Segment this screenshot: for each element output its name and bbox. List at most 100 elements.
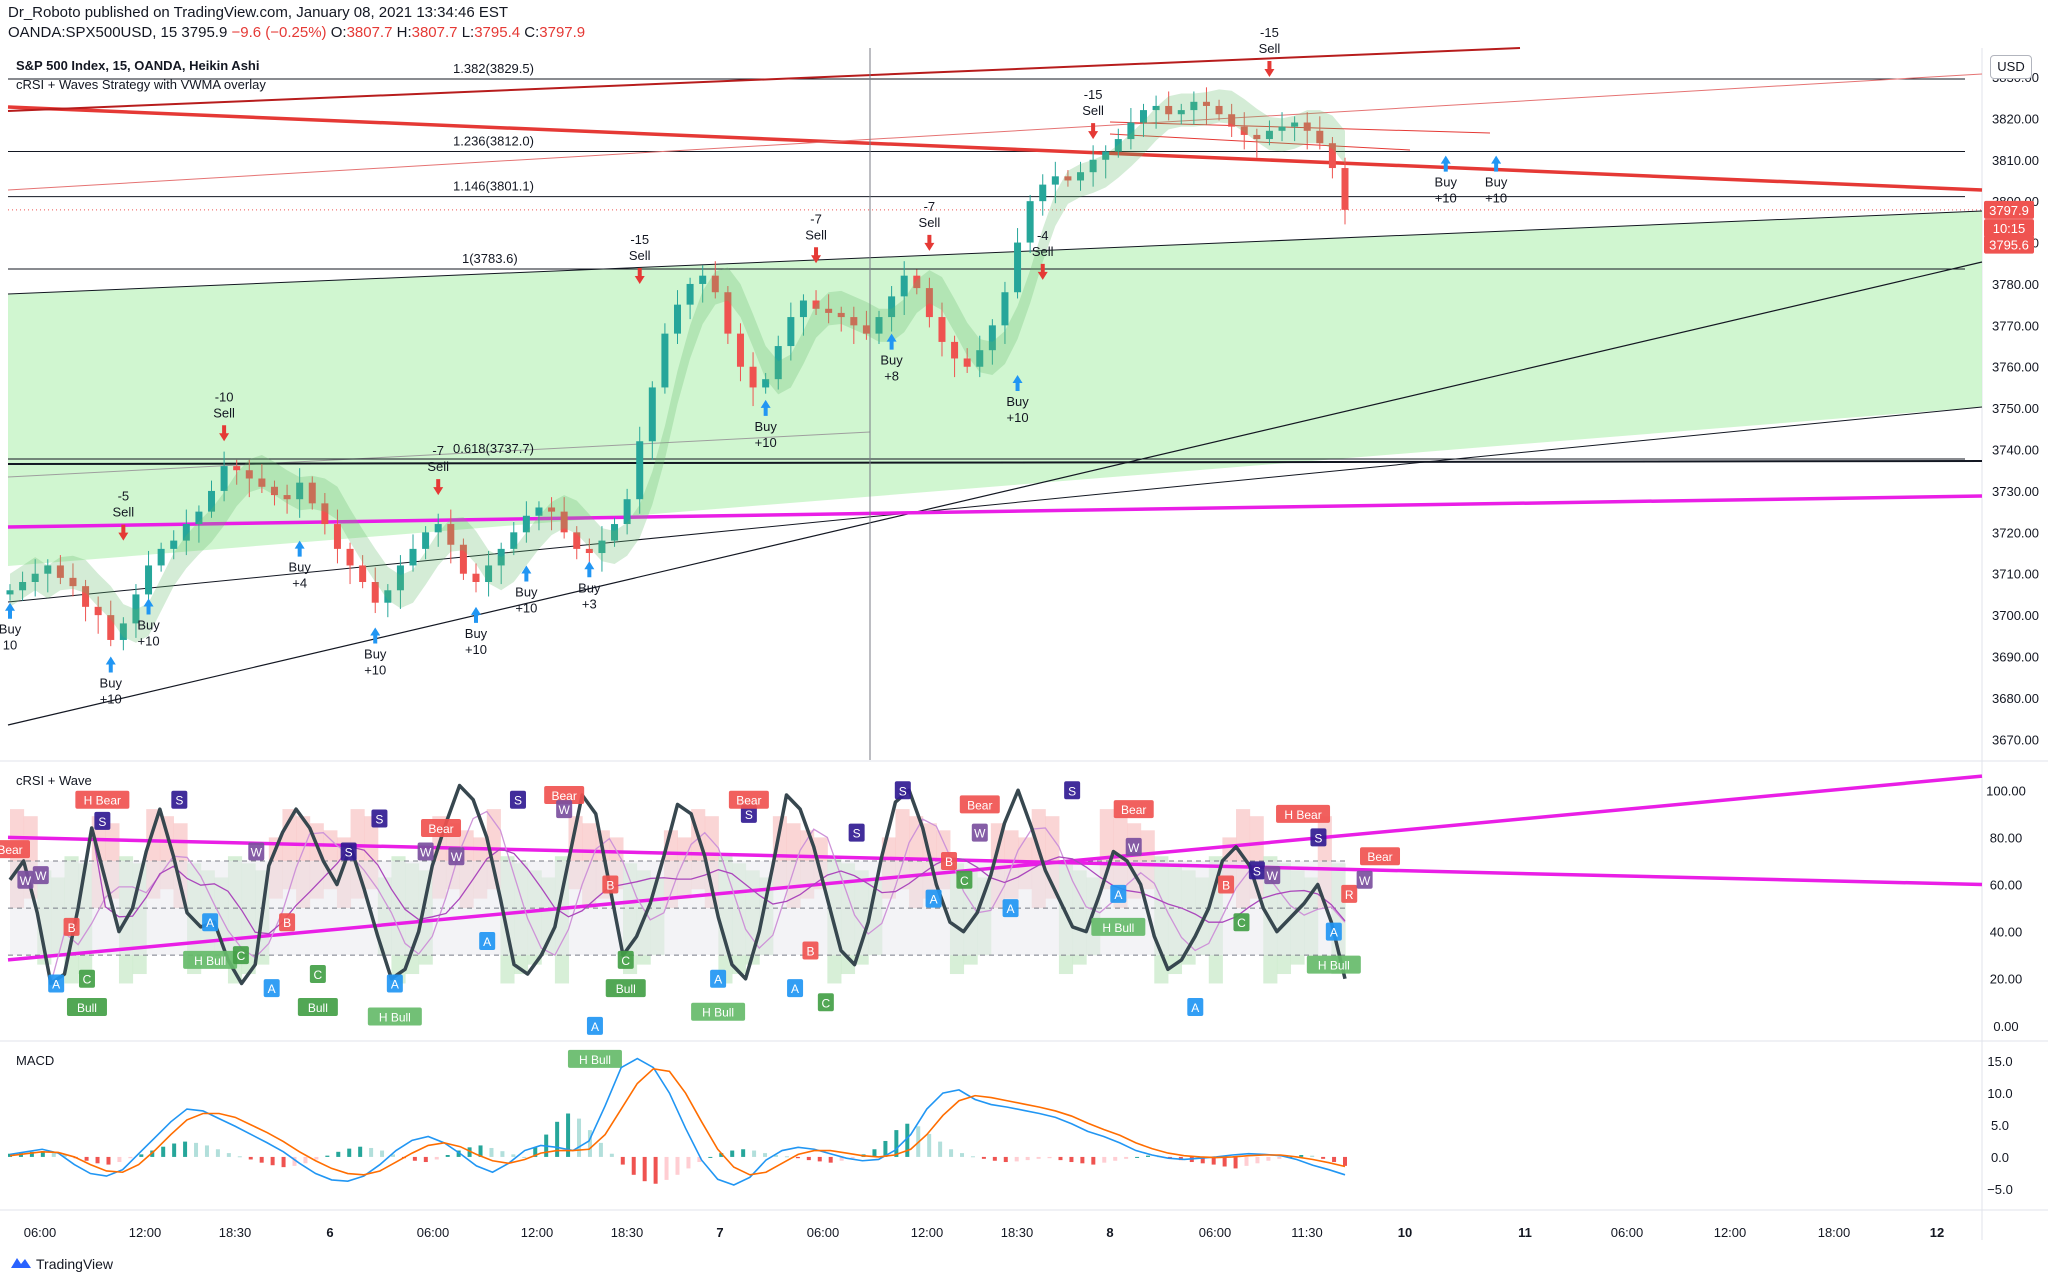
- candle-body: [308, 482, 316, 504]
- macd-histogram-bar: [577, 1118, 582, 1157]
- macd-histogram-bar: [456, 1150, 461, 1157]
- macd-histogram-bar: [905, 1123, 910, 1157]
- macd-histogram-bar: [587, 1130, 592, 1157]
- signal-marker-box: [959, 795, 1000, 814]
- buy-label: Buy: [515, 584, 538, 599]
- macd-histogram-bar: [1343, 1156, 1347, 1166]
- macd-histogram-bar: [719, 1153, 724, 1157]
- candle-body: [648, 387, 656, 442]
- price-axis-tick: 3760.00: [1992, 360, 2039, 375]
- buy-arrow-icon: [470, 606, 481, 623]
- signal-marker-label: B: [606, 879, 614, 893]
- macd-histogram-bar: [763, 1153, 768, 1157]
- signal-marker-box: [232, 946, 249, 965]
- macd-histogram-bar: [40, 1151, 45, 1157]
- macd-histogram-bar: [642, 1156, 647, 1182]
- main-pane-title[interactable]: S&P 500 Index, 15, OANDA, Heikin Ashi: [16, 58, 260, 73]
- sell-value: -15: [630, 232, 649, 247]
- macd-histogram-bar: [489, 1147, 494, 1157]
- buy-arrow-icon: [143, 598, 154, 615]
- macd-histogram-bar: [183, 1141, 188, 1157]
- macd-histogram-bar: [434, 1156, 439, 1160]
- macd-histogram-bar: [1003, 1156, 1008, 1163]
- macd-histogram-bar: [1058, 1156, 1063, 1161]
- candle-body: [396, 565, 404, 591]
- signal-marker-box: [1091, 917, 1146, 936]
- buy-arrow-icon: [584, 561, 595, 578]
- candle-body: [988, 325, 996, 351]
- signal-marker-label: C: [621, 954, 630, 968]
- macd-histogram-bar: [631, 1156, 636, 1175]
- macd-histogram-bar: [1135, 1156, 1140, 1158]
- signal-marker-box: [956, 870, 973, 889]
- price-axis-tick: 3780.00: [1992, 277, 2039, 292]
- resistance-thick: [7, 105, 1983, 192]
- buy-value: +10: [465, 642, 487, 657]
- macd-histogram-bar: [1200, 1156, 1205, 1164]
- signal-marker-box: [448, 847, 465, 866]
- macd-histogram-bar: [1124, 1156, 1129, 1159]
- signal-marker-label: H Bull: [379, 1010, 411, 1024]
- candle-body: [1291, 122, 1299, 127]
- signal-marker-box: [710, 969, 727, 988]
- main-pane-study[interactable]: cRSI + Waves Strategy with VWMA overlay: [16, 77, 266, 92]
- macd-histogram-bar: [1069, 1156, 1074, 1163]
- macd-histogram-bar: [380, 1150, 385, 1157]
- time-axis-tick: 11: [1518, 1225, 1532, 1240]
- signal-marker-label: C: [314, 968, 323, 982]
- signal-marker-box: [1248, 861, 1265, 880]
- macd-histogram-bar: [215, 1149, 220, 1157]
- signal-marker-box: [248, 842, 265, 861]
- macd-histogram-bar: [686, 1156, 691, 1169]
- macd-histogram-bar: [1255, 1156, 1260, 1164]
- candle-body: [497, 548, 505, 566]
- macd-pane-title[interactable]: MACD: [16, 1053, 55, 1068]
- macd-histogram-bar: [1146, 1155, 1151, 1157]
- signal-marker-label: S: [514, 794, 522, 808]
- tradingview-logo-icon: [10, 1255, 32, 1272]
- signal-marker-box: [802, 941, 819, 960]
- sell-arrow-icon: [1264, 60, 1275, 77]
- candle-body: [44, 565, 52, 574]
- macd-histogram-bar: [204, 1145, 209, 1157]
- price-axis-tick: 3810.00: [1992, 153, 2039, 168]
- osc-axis-tick: 100.00: [1986, 783, 2026, 798]
- macd-histogram-bar: [1244, 1156, 1249, 1166]
- channel-upper-line: [7, 210, 1983, 295]
- buy-arrow-icon: [1440, 155, 1451, 172]
- signal-marker-box: [171, 790, 188, 809]
- signal-marker-label: Bear: [1367, 850, 1392, 864]
- currency-button[interactable]: USD: [1990, 55, 2032, 79]
- candle-body: [258, 478, 266, 487]
- macd-histogram-bar: [226, 1153, 231, 1157]
- time-axis-tick: 6: [326, 1225, 333, 1240]
- candle-body: [1177, 110, 1185, 115]
- macd-histogram-bar: [194, 1142, 199, 1157]
- macd-histogram-bar: [270, 1156, 275, 1166]
- buy-arrow-icon: [1012, 375, 1023, 392]
- signal-marker-label: H Bull: [194, 954, 226, 968]
- time-axis-tick: 18:30: [611, 1225, 644, 1240]
- signal-marker-label: A: [52, 977, 60, 991]
- osc-pane-title[interactable]: cRSI + Wave: [16, 773, 92, 788]
- candle-body: [724, 292, 732, 334]
- signal-marker-label: Bull: [77, 1001, 97, 1015]
- time-axis-tick: 8: [1106, 1225, 1113, 1240]
- macd-histogram-bar: [62, 1154, 67, 1157]
- fib-level-label: 0.618(3737.7): [453, 441, 534, 456]
- macd-histogram-bar: [390, 1154, 395, 1157]
- candle-body: [862, 325, 870, 334]
- sell-arrow-icon: [433, 479, 444, 496]
- signal-marker-box: [340, 842, 357, 861]
- candle-body: [560, 511, 568, 533]
- ohlc-line: OANDA:SPX500USD, 15 3795.9 −9.6 (−0.25%)…: [8, 24, 585, 41]
- sell-arrow-icon: [634, 267, 645, 284]
- macd-histogram-bar: [237, 1156, 242, 1158]
- fib-level-label: 1.146(3801.1): [453, 179, 534, 194]
- candle-body: [1341, 168, 1349, 210]
- macd-histogram-bar: [347, 1148, 352, 1157]
- candle-body: [1051, 176, 1059, 185]
- signal-marker-label: Bear: [1121, 803, 1146, 817]
- candle-body: [107, 615, 115, 640]
